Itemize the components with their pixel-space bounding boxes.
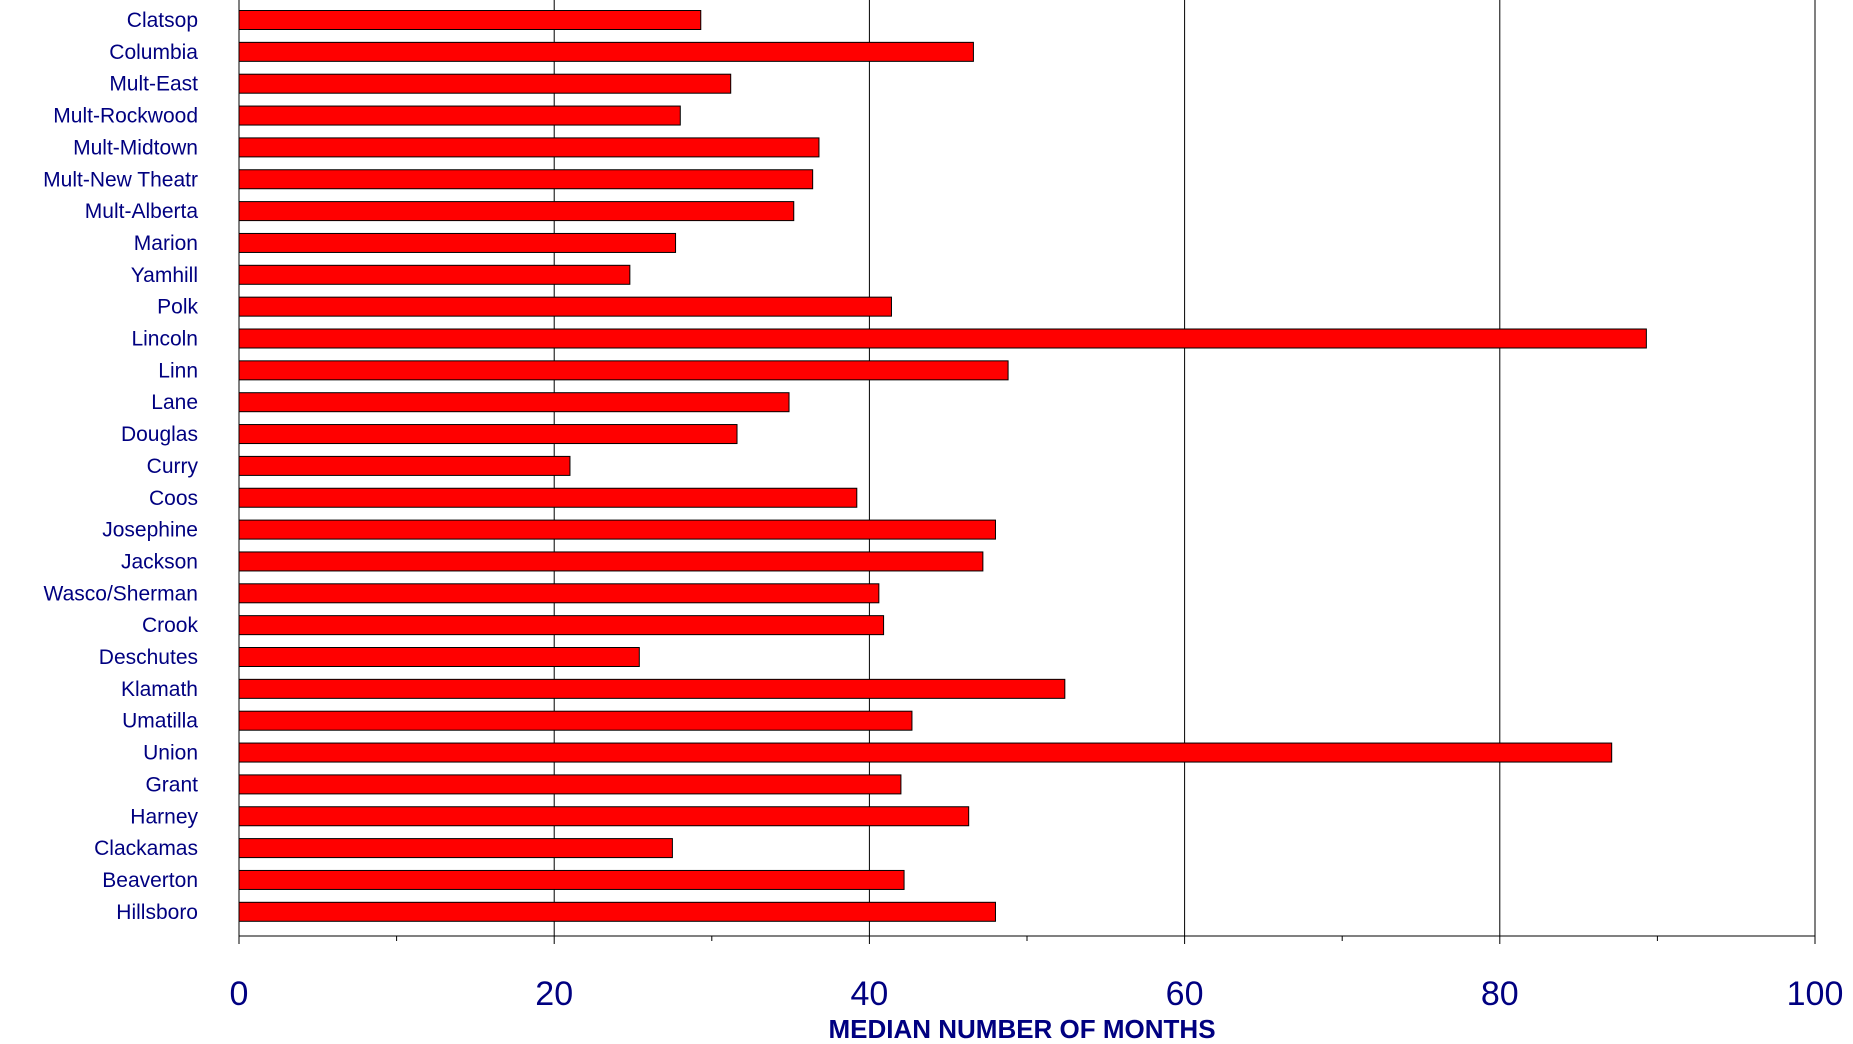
category-label: Beaverton — [102, 869, 198, 892]
bars — [238, 10, 1647, 922]
category-label: Clackamas — [94, 837, 198, 860]
x-tick-label: 80 — [1481, 975, 1519, 1013]
x-tick-label: 60 — [1166, 975, 1204, 1013]
category-label: Umatilla — [122, 710, 198, 733]
category-label: Deschutes — [99, 646, 198, 669]
bar-union — [238, 742, 1613, 763]
bar-klamath — [238, 678, 1066, 699]
bar-mult-east — [238, 73, 732, 94]
bar-clackamas — [238, 838, 673, 859]
category-label: Lane — [151, 391, 198, 414]
bar-mult-new-theatr — [238, 169, 814, 190]
bar-crook — [238, 615, 885, 636]
bar-linn — [238, 360, 1009, 381]
category-label: Mult-Rockwood — [53, 105, 198, 128]
bar-josephine — [238, 519, 996, 540]
bar-marion — [238, 232, 677, 253]
category-label: Hillsboro — [116, 901, 198, 924]
category-label: Curry — [147, 455, 199, 478]
category-label: Mult-New Theatr — [43, 168, 198, 191]
category-label: Josephine — [102, 519, 198, 542]
bar-coos — [238, 487, 858, 508]
bar-lincoln — [238, 328, 1647, 349]
bar-douglas — [238, 424, 738, 445]
category-label: Mult-Alberta — [85, 200, 199, 223]
category-label: Coos — [149, 487, 198, 510]
x-axis-title: MEDIAN NUMBER OF MONTHS — [828, 1014, 1215, 1044]
category-label: Klamath — [121, 678, 198, 701]
bar-polk — [238, 296, 892, 317]
category-label: Crook — [142, 614, 199, 637]
category-label: Harney — [130, 805, 198, 828]
category-label: Yamhill — [131, 264, 198, 287]
bar-columbia — [238, 41, 974, 62]
category-label: Wasco/Sherman — [44, 582, 198, 605]
bar-mult-rockwood — [238, 105, 681, 126]
bar-grant — [238, 774, 902, 795]
bar-hillsboro — [238, 901, 996, 922]
bar-mult-midtown — [238, 137, 820, 158]
category-label: Mult-East — [109, 73, 198, 96]
category-label: Marion — [134, 232, 198, 255]
category-label: Grant — [145, 773, 198, 796]
category-label: Jackson — [121, 550, 198, 573]
x-tick-labels: 0 20 40 60 80 100 — [230, 975, 1844, 1013]
bar-harney — [238, 806, 970, 827]
bar-lane — [238, 392, 790, 413]
category-label: Douglas — [121, 423, 198, 446]
bar-yamhill — [238, 264, 631, 285]
category-label: Linn — [158, 359, 198, 382]
category-label: Lincoln — [131, 328, 198, 351]
bar-curry — [238, 455, 571, 476]
bar-beaverton — [238, 869, 905, 890]
x-tick-label: 0 — [230, 975, 249, 1013]
bar-clatsop — [238, 10, 702, 30]
x-axis — [238, 0, 1816, 944]
category-label: Union — [143, 742, 198, 765]
bar-mult-alberta — [238, 201, 795, 222]
bar-wasco-sherman — [238, 583, 880, 604]
x-tick-label: 40 — [850, 975, 888, 1013]
category-labels: Clatsop Columbia Mult-East Mult-Rockwood Mul… — [43, 9, 198, 924]
category-label: Polk — [157, 296, 198, 319]
bar-jackson — [238, 551, 984, 572]
bar-deschutes — [238, 647, 640, 667]
category-label: Clatsop — [127, 9, 198, 32]
category-label: Columbia — [109, 41, 198, 64]
x-tick-label: 20 — [535, 975, 573, 1013]
bar-umatilla — [238, 710, 913, 731]
category-label: Mult-Midtown — [73, 136, 198, 159]
x-tick-label: 100 — [1787, 975, 1844, 1013]
